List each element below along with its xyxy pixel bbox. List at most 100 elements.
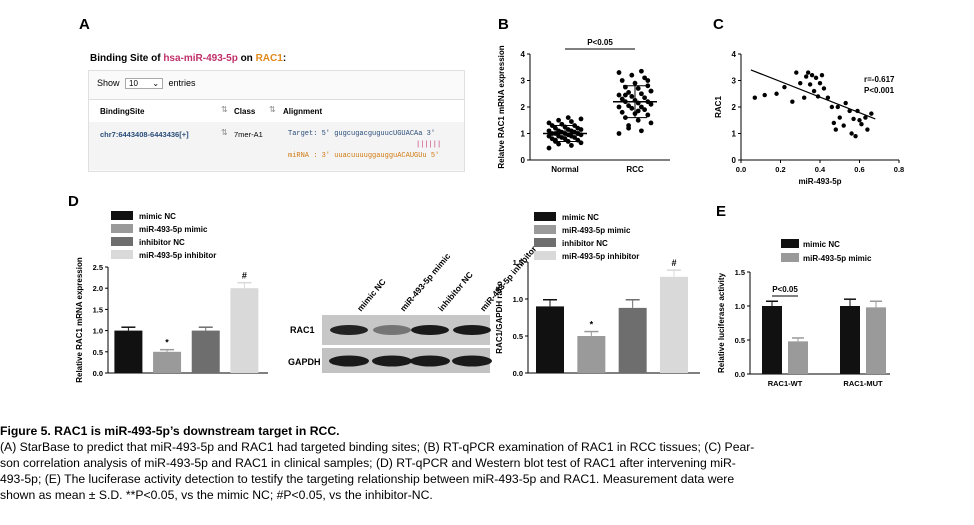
y-tick-label: 0.0 xyxy=(513,369,523,378)
data-point xyxy=(635,117,641,123)
data-point xyxy=(619,109,625,115)
correlation-p: P<0.001 xyxy=(864,86,895,95)
legend-swatch xyxy=(781,253,799,262)
binding-site-title: Binding Site of hsa-miR-493-5p on RAC1: xyxy=(90,53,287,64)
caption-line: shown as mean ± S.D. **P<0.05, vs the mi… xyxy=(0,488,433,502)
data-point xyxy=(626,125,631,131)
class-value: 7mer-A1 xyxy=(234,130,263,139)
y-tick-label: 4 xyxy=(732,50,737,59)
data-point xyxy=(635,86,641,91)
y-tick-label: 0.5 xyxy=(513,332,523,341)
data-point xyxy=(546,133,552,139)
y-tick-label: 1.5 xyxy=(93,305,103,314)
data-point xyxy=(639,104,644,110)
bar xyxy=(618,307,647,373)
x-tick-label: 0.6 xyxy=(854,165,864,174)
significance-label: P<0.05 xyxy=(587,38,613,47)
bar xyxy=(114,330,143,373)
data-point xyxy=(648,88,654,94)
pairing-lines: |||||| xyxy=(416,141,442,149)
sort-icon: ⇅ xyxy=(221,128,228,137)
data-point xyxy=(813,75,819,81)
col-alignment[interactable]: Alignment xyxy=(283,107,323,116)
y-axis-label: Relatve RAC1 mRNA expression xyxy=(497,45,506,168)
binding-site-link[interactable]: chr7:6443408-6443436[+] xyxy=(100,130,189,139)
data-point xyxy=(635,108,641,114)
data-point xyxy=(645,78,651,83)
x-tick-label: 0.4 xyxy=(815,165,826,174)
x-tick-label: Normal xyxy=(551,165,579,174)
data-point xyxy=(831,120,837,126)
data-point xyxy=(556,128,561,134)
data-point xyxy=(843,100,848,106)
legend-swatch xyxy=(111,250,133,259)
x-tick-label: 0.2 xyxy=(775,165,785,174)
y-tick-label: 1.5 xyxy=(735,268,745,277)
data-point xyxy=(616,104,622,110)
data-point xyxy=(639,91,644,97)
target-sequence: Target: 5' gugcugacguguucUGUACAa 3' xyxy=(288,130,436,138)
legend-swatch xyxy=(534,251,556,260)
entries-select[interactable]: 10 ⌄ xyxy=(125,78,164,89)
y-tick-label: 0 xyxy=(732,156,737,165)
lane-label: mimic NC xyxy=(355,277,388,313)
rac1-band xyxy=(330,325,368,335)
data-point xyxy=(859,122,864,127)
gapdh-band xyxy=(410,355,450,367)
data-point xyxy=(825,95,831,100)
data-point xyxy=(556,141,561,147)
significance-mark: # xyxy=(671,258,676,268)
bar xyxy=(191,330,220,373)
chart-d-mrna: 0.0 0.5 1.0 1.5 2.0 2.5 Relative RAC1 mRNA exp… xyxy=(75,211,268,383)
col-bindingsite[interactable]: BindingSite xyxy=(100,107,145,116)
data-point xyxy=(803,74,809,79)
y-tick-label: 1.0 xyxy=(735,302,745,311)
significance-label: P<0.05 xyxy=(772,285,798,294)
legend-swatch xyxy=(111,224,133,233)
sort-icon[interactable]: ⇅ xyxy=(221,105,228,114)
data-point xyxy=(632,80,638,86)
lane-label: inhibitor NC xyxy=(436,270,475,314)
caption-line: (A) StarBase to predict that miR-493-5p … xyxy=(0,440,755,454)
data-point xyxy=(578,116,584,122)
panel-label-b: B xyxy=(498,16,509,33)
regression-line xyxy=(750,69,876,120)
data-point xyxy=(853,133,858,139)
data-point xyxy=(851,116,856,122)
data-point xyxy=(642,107,647,113)
figure-charts: 0 1 2 3 4 Relatve RAC1 mRNA expression Normal R… xyxy=(75,38,904,388)
legend-label: mimic NC xyxy=(562,213,599,222)
legend-swatch xyxy=(111,237,133,246)
legend-label: inhibitor NC xyxy=(562,239,608,248)
data-point xyxy=(569,119,574,124)
panel-label-d: D xyxy=(68,193,79,210)
x-tick-label: RAC1-WT xyxy=(768,379,803,388)
significance-mark: * xyxy=(590,320,594,330)
x-tick-label: 0.0 xyxy=(736,165,746,174)
y-axis-label: Relative luciferase activity xyxy=(717,272,726,373)
y-tick-label: 1 xyxy=(732,130,737,139)
data-point xyxy=(811,88,817,94)
correlation-r: r=-0.617 xyxy=(864,75,895,84)
data-point xyxy=(869,111,874,116)
data-point xyxy=(645,112,651,118)
data-point xyxy=(639,128,644,134)
y-tick-label: 0.0 xyxy=(735,370,745,379)
chart-e: 0.0 0.5 1.0 1.5 Relative luciferase activity… xyxy=(717,239,890,388)
significance-mark: * xyxy=(165,338,169,348)
col-class[interactable]: Class xyxy=(234,107,256,116)
data-point xyxy=(639,68,644,74)
data-point xyxy=(645,83,651,89)
sort-icon[interactable]: ⇅ xyxy=(269,105,276,114)
data-point xyxy=(616,70,622,75)
data-point xyxy=(790,99,795,104)
table-row: chr7:6443408-6443436[+] ⇅ 7mer-A1 Target… xyxy=(89,122,464,170)
data-point xyxy=(626,90,631,95)
rac1-band xyxy=(453,325,491,335)
data-point xyxy=(619,78,625,83)
data-point xyxy=(802,95,807,100)
legend-swatch xyxy=(534,238,556,247)
panel-label-a: A xyxy=(79,16,90,33)
legend-label: miR-493-5p mimic xyxy=(803,254,872,263)
legend-swatch xyxy=(781,239,799,248)
